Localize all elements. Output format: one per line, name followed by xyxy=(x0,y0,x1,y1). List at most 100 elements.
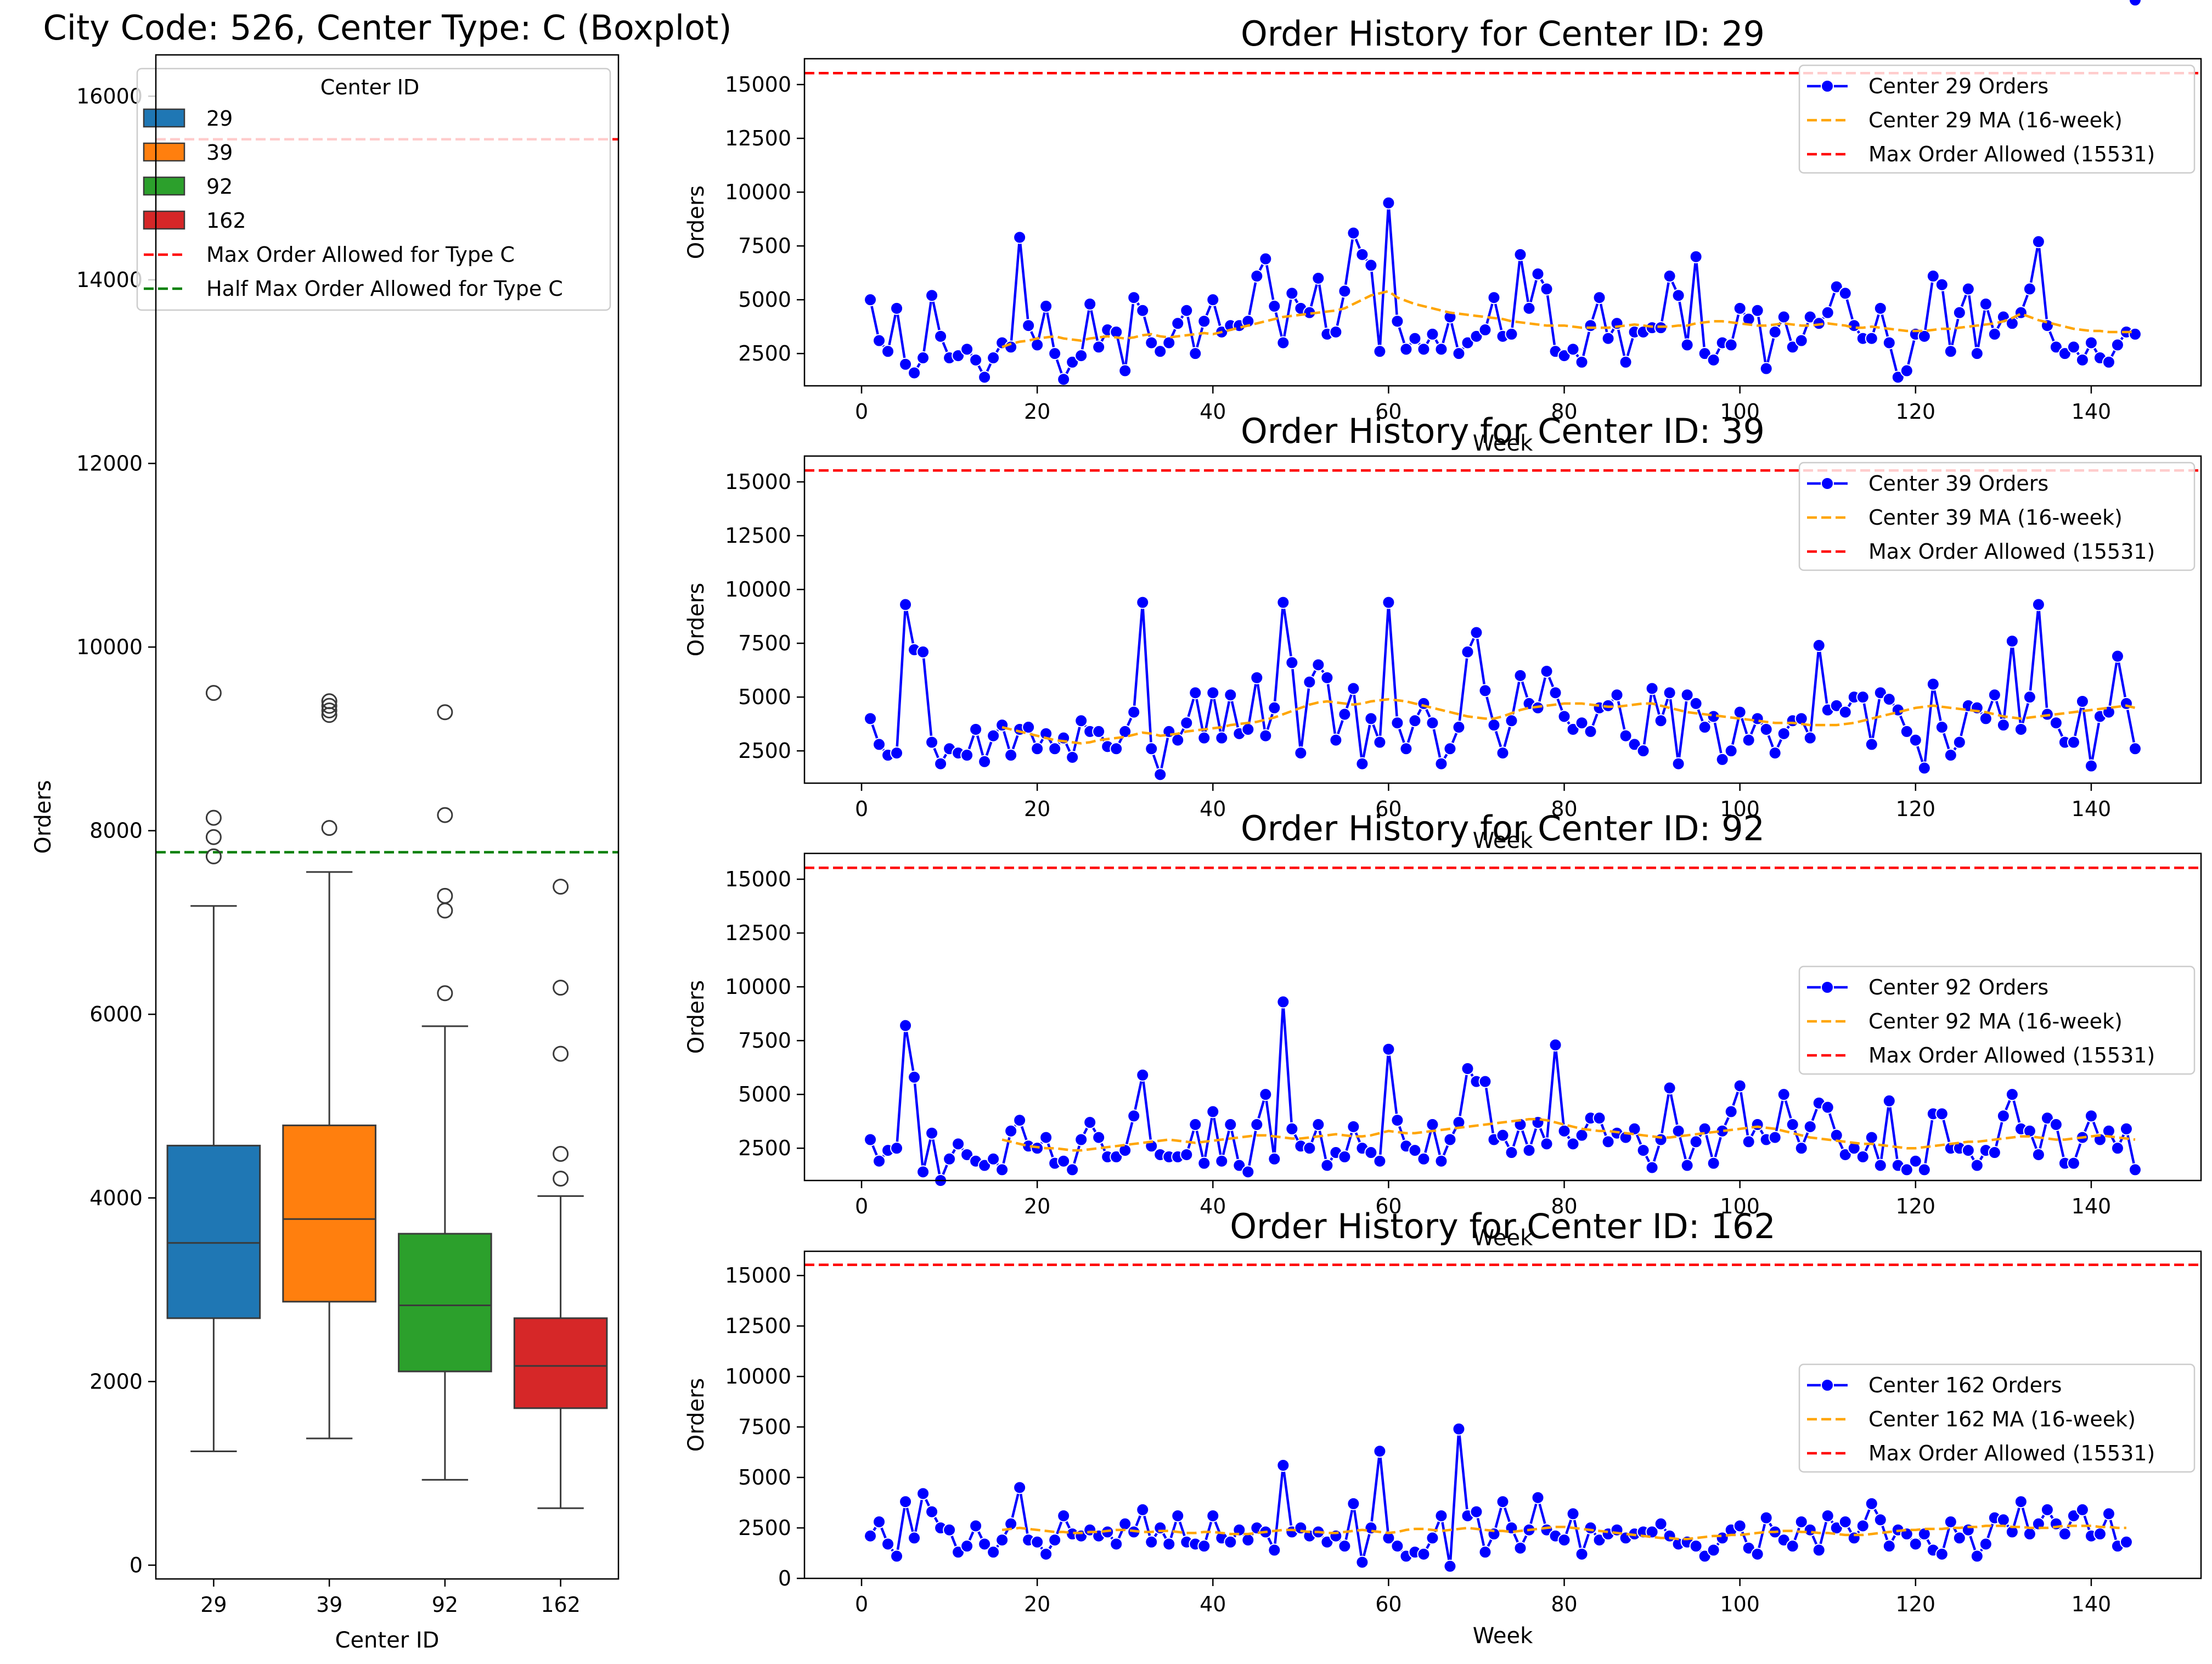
legend-orders-marker xyxy=(1821,80,1834,93)
orders-point xyxy=(1355,1555,1369,1569)
orders-point xyxy=(1979,1537,1993,1551)
orders-point xyxy=(1575,355,1589,369)
orders-point xyxy=(960,342,974,356)
orders-point xyxy=(2084,336,2098,350)
outlier-point xyxy=(553,1145,569,1162)
y-tick-label: 15000 xyxy=(725,72,791,97)
orders-point xyxy=(1794,1142,1808,1155)
orders-point xyxy=(1180,303,1194,317)
orders-point xyxy=(1610,688,1624,702)
orders-point xyxy=(2128,0,2142,7)
orders-point xyxy=(1153,768,1167,782)
orders-point xyxy=(1312,1118,1325,1132)
orders-point xyxy=(1522,301,1536,315)
orders-point xyxy=(1557,1124,1571,1138)
orders-point xyxy=(1057,1154,1071,1168)
x-axis-label: Week xyxy=(1473,1623,1533,1649)
orders-point xyxy=(1268,1543,1281,1557)
orders-point xyxy=(1347,226,1360,240)
orders-point xyxy=(925,289,939,302)
box-92 xyxy=(398,704,492,1481)
orders-point xyxy=(1628,738,1641,751)
x-tick-label: 40 xyxy=(1200,1194,1226,1218)
orders-point xyxy=(1742,1135,1755,1149)
orders-point xyxy=(2049,716,2063,730)
orders-point xyxy=(1426,1118,1439,1132)
orders-point xyxy=(1768,1131,1782,1144)
orders-point xyxy=(1882,1094,1896,1108)
panel-legend: Center 162 Orders Center 162 MA (16-week)… xyxy=(1798,1363,2196,1473)
orders-point xyxy=(1136,595,1150,609)
x-tick-label: 100 xyxy=(1720,1194,1760,1218)
orders-point xyxy=(969,1519,983,1533)
orders-point xyxy=(1707,1156,1720,1170)
panel-axes-frame xyxy=(803,58,2202,387)
orders-point xyxy=(1206,686,1220,700)
orders-point xyxy=(1127,1109,1141,1123)
orders-point xyxy=(1434,1509,1448,1522)
orders-point xyxy=(1373,1154,1387,1168)
legend-label-29: 29 xyxy=(206,106,233,131)
orders-point xyxy=(1285,1122,1299,1135)
orders-point xyxy=(1882,336,1896,350)
orders-point xyxy=(1873,301,1887,315)
x-tick-label: 0 xyxy=(855,400,868,424)
orders-point xyxy=(1803,731,1817,745)
orders-markers xyxy=(864,196,2142,386)
legend-orders-marker xyxy=(1821,1379,1834,1392)
orders-point xyxy=(1812,639,1826,653)
orders-point xyxy=(978,1537,992,1551)
orders-point xyxy=(1680,1159,1694,1172)
x-tick-label: 162 xyxy=(541,1593,581,1617)
orders-point xyxy=(925,1126,939,1140)
orders-point xyxy=(952,349,965,363)
orders-point xyxy=(1671,757,1685,771)
orders-point xyxy=(1039,299,1053,313)
orders-point xyxy=(2119,1122,2133,1135)
outlier-point xyxy=(437,887,453,904)
orders-point xyxy=(1909,733,1922,747)
outlier-point xyxy=(553,1171,569,1187)
orders-point xyxy=(1338,284,1352,298)
x-tick-label: 140 xyxy=(2072,797,2112,821)
orders-point xyxy=(1592,291,1606,305)
orders-point xyxy=(1391,716,1404,730)
x-tick-label: 20 xyxy=(1024,1592,1050,1616)
orders-point xyxy=(1698,347,1712,361)
legend-ma-label: Center 39 MA (16-week) xyxy=(1868,505,2123,530)
legend-orders-marker xyxy=(1821,477,1834,490)
orders-point xyxy=(1865,1497,1878,1510)
y-tick-label: 10000 xyxy=(76,635,143,659)
orders-point xyxy=(1110,742,1123,756)
orders-point xyxy=(2058,347,2072,361)
orders-point xyxy=(2110,1142,2124,1155)
orders-point xyxy=(952,1137,965,1151)
orders-point xyxy=(1092,1131,1106,1144)
orders-point xyxy=(987,351,1000,365)
orders-point xyxy=(1118,364,1132,378)
orders-point xyxy=(1136,303,1150,317)
orders-point xyxy=(1926,269,1940,283)
orders-point xyxy=(978,1159,992,1172)
orders-point xyxy=(1689,250,1703,263)
orders-point xyxy=(960,749,974,762)
x-tick-label: 80 xyxy=(1551,797,1577,821)
y-axis-label: Orders xyxy=(684,1378,709,1452)
orders-point xyxy=(1355,757,1369,771)
orders-point xyxy=(1171,733,1185,747)
legend-frame xyxy=(136,68,611,311)
orders-point xyxy=(1013,231,1027,244)
orders-point xyxy=(1434,757,1448,771)
x-tick-label: 140 xyxy=(2072,1592,2112,1616)
orders-point xyxy=(1821,1100,1834,1114)
orders-point xyxy=(1935,1547,1949,1561)
orders-point xyxy=(1347,1497,1360,1510)
y-tick-label: 12000 xyxy=(76,451,143,475)
orders-markers xyxy=(864,995,2142,1187)
orders-point xyxy=(1891,370,1905,384)
orders-point xyxy=(908,1070,921,1084)
orders-point xyxy=(1909,1537,1922,1551)
orders-point xyxy=(1768,325,1782,339)
x-tick-label: 0 xyxy=(855,797,868,821)
orders-point xyxy=(1724,338,1738,352)
